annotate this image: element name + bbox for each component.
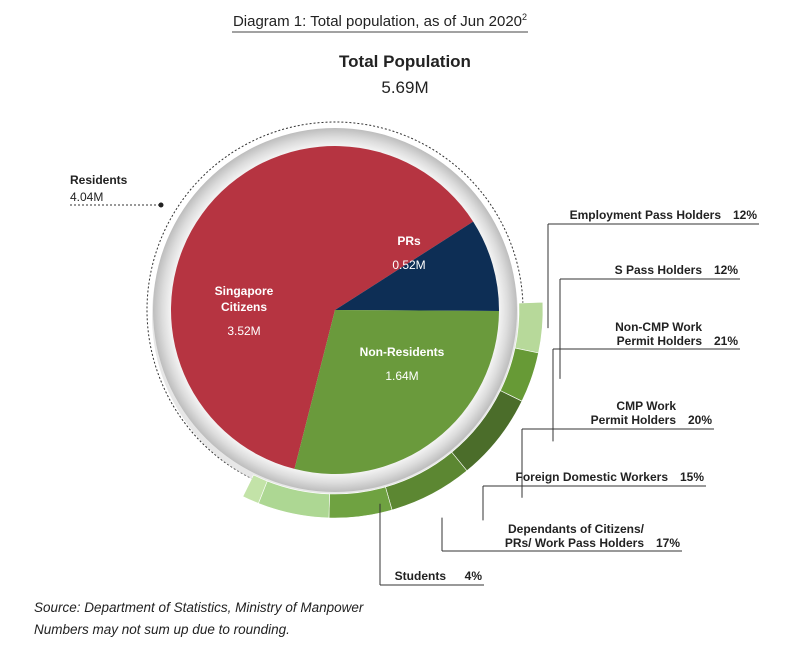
callout-label: Students <box>395 569 447 583</box>
chart-title: Diagram 1: Total population, as of Jun 2… <box>233 12 527 30</box>
callout-label: Permit Holders <box>591 413 677 427</box>
pie-value-non-residents: 1.64M <box>385 369 418 383</box>
pie-label-singapore-citizens: Citizens <box>221 300 267 314</box>
callout-label: Permit Holders <box>617 334 703 348</box>
pie-slice-non-residents <box>294 310 499 474</box>
callout-label: S Pass Holders <box>615 263 703 277</box>
callout-label: PRs/ Work Pass Holders <box>505 536 644 550</box>
residents-value: 4.04M <box>70 190 103 204</box>
callout-percent: 12% <box>733 208 757 222</box>
source-note: Source: Department of Statistics, Minist… <box>34 600 364 615</box>
callout-label: Foreign Domestic Workers <box>516 470 669 484</box>
pie-label-prs: PRs <box>397 234 421 248</box>
callout-label: Dependants of Citizens/ <box>508 522 645 536</box>
callout-percent: 17% <box>656 536 680 550</box>
pie-value-singapore-citizens: 3.52M <box>227 324 260 338</box>
pie-label-singapore-citizens: Singapore <box>215 284 274 298</box>
callout-percent: 20% <box>688 413 712 427</box>
total-population-value: 5.69M <box>381 78 428 97</box>
callout-percent: 21% <box>714 334 738 348</box>
pie-slice-singapore-citizens <box>171 146 474 469</box>
callout-percent: 12% <box>714 263 738 277</box>
callout-percent: 15% <box>680 470 704 484</box>
residents-leader-dot <box>158 202 164 208</box>
pie-label-non-residents: Non-Residents <box>360 345 445 359</box>
callout-label: Employment Pass Holders <box>570 208 722 222</box>
total-population-label: Total Population <box>339 52 471 71</box>
breakdown-segment <box>514 301 544 354</box>
breakdown-segment <box>242 474 268 504</box>
residents-label: Residents <box>70 173 128 187</box>
pie-value-prs: 0.52M <box>392 258 425 272</box>
rounding-note: Numbers may not sum up due to rounding. <box>34 622 290 637</box>
callout-label: Non-CMP Work <box>615 320 702 334</box>
callout-percent: 4% <box>465 569 483 583</box>
callout-label: CMP Work <box>616 399 676 413</box>
pie-slice-prs <box>335 221 500 312</box>
